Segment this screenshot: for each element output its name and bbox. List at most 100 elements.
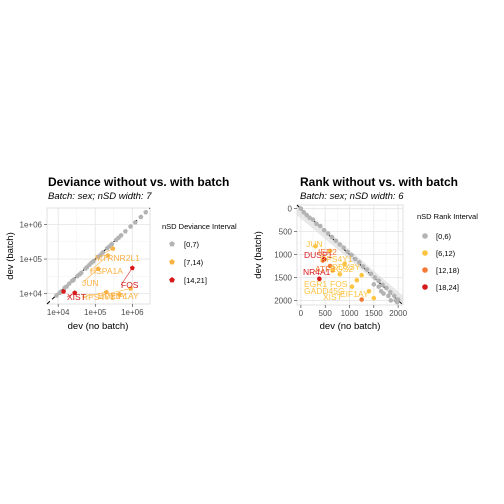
panel-deviance: Deviance without vs. with batch Batch: s… xyxy=(5,175,237,332)
data-point xyxy=(103,289,109,295)
legend-label: [7,14) xyxy=(184,258,204,267)
data-point xyxy=(391,293,397,299)
data-point xyxy=(61,288,67,294)
label-segment xyxy=(89,255,109,272)
y-axis-label: dev (batch) xyxy=(5,232,16,280)
data-point xyxy=(356,260,362,265)
axis-ticks: 1e+04 1e+05 1e+06 1e+04 1e+05 1e+06 xyxy=(20,220,145,317)
data-point xyxy=(310,217,316,222)
chart-subtitle: Batch: sex; nSD width: 7 xyxy=(48,191,152,202)
x-axis-label: dev (no batch) xyxy=(68,321,129,332)
data-point xyxy=(345,249,350,255)
data-point xyxy=(138,214,144,220)
data-point xyxy=(321,256,327,262)
data-point xyxy=(366,288,372,294)
data-point xyxy=(393,298,399,303)
point-label: FOS xyxy=(330,279,348,289)
x-axis-label: dev (no batch) xyxy=(320,321,381,332)
y-tick-label: 2000 xyxy=(274,296,292,305)
legend-title: nSD Deviance Interval xyxy=(162,222,237,231)
point-label: EIF1AY xyxy=(110,291,139,301)
legend-key xyxy=(169,241,175,247)
label-segment xyxy=(120,267,133,286)
data-point xyxy=(64,283,70,289)
data-point xyxy=(364,267,370,272)
data-point xyxy=(132,219,138,225)
chart-title: Deviance without vs. with batch xyxy=(48,175,229,189)
legend-label: [6,12) xyxy=(436,249,456,258)
point-label: XIST xyxy=(323,292,342,302)
point-label: ATF3 xyxy=(315,264,335,274)
data-point xyxy=(301,210,307,215)
point-label: DDX3Y xyxy=(98,291,127,301)
data-point xyxy=(128,223,134,229)
data-point xyxy=(325,231,331,236)
point-label: EIF1AY xyxy=(340,289,369,299)
data-point xyxy=(360,264,366,269)
data-point xyxy=(57,290,63,295)
point-label: GADD45G xyxy=(304,286,345,296)
x-tick-label: 1e+04 xyxy=(47,308,70,317)
y-axis-label: dev (batch) xyxy=(253,231,264,279)
data-point xyxy=(376,284,381,289)
label-segment xyxy=(97,288,131,297)
data-point xyxy=(89,259,95,265)
legend-key xyxy=(422,233,428,239)
data-point xyxy=(337,242,343,247)
data-point xyxy=(318,223,323,229)
data-point xyxy=(317,276,322,282)
data-point xyxy=(98,252,104,257)
legend: nSD Rank Interval [0,6) [6,12) [12,18) [18,… xyxy=(417,212,478,292)
chart-title: Rank without vs. with batch xyxy=(300,175,458,189)
data-point xyxy=(69,278,75,283)
point-label: RPS4Y1 xyxy=(320,254,353,264)
x-tick-label: 1000 xyxy=(341,309,359,318)
point-label: DDX3Y xyxy=(332,262,361,272)
panel-rank: Rank without vs. with batch Batch: sex; … xyxy=(253,175,478,332)
legend-label: [0,7) xyxy=(184,240,200,249)
data-point xyxy=(106,243,112,249)
point-label: IER2 xyxy=(318,247,337,257)
point-label: HSPA1A xyxy=(90,266,123,276)
data-point xyxy=(353,256,358,262)
y-tick-label: 1500 xyxy=(274,273,292,282)
data-point xyxy=(337,271,343,277)
legend: nSD Deviance Interval [0,7) [7,14) [14,21] xyxy=(162,222,237,285)
data-point xyxy=(333,238,339,244)
data-point xyxy=(376,278,381,283)
data-point xyxy=(384,285,389,291)
data-point xyxy=(116,291,122,297)
legend-label: [0,6) xyxy=(436,232,452,241)
y-tick-label: 1e+06 xyxy=(20,220,43,229)
data-point xyxy=(143,209,149,215)
data-point xyxy=(372,275,378,280)
data-point xyxy=(330,268,335,273)
chart-subtitle: Batch: sex; nSD width: 6 xyxy=(300,191,404,202)
x-tick-label: 1e+06 xyxy=(121,308,144,317)
data-point xyxy=(371,282,377,287)
y-tick-label: 0 xyxy=(288,205,293,214)
data-points xyxy=(53,209,149,298)
data-point xyxy=(298,206,304,211)
x-tick-label: 1500 xyxy=(365,309,383,318)
point-label: DUSP1 xyxy=(304,250,333,260)
data-point xyxy=(329,234,335,240)
data-point xyxy=(313,243,318,249)
point-label: FOS xyxy=(121,280,139,290)
legend-title: nSD Rank Interval xyxy=(417,212,478,221)
point-label: JUN xyxy=(82,278,99,288)
data-point xyxy=(388,298,394,303)
point-label: EGR1 xyxy=(304,279,327,289)
point-label: NR4A1 xyxy=(303,267,331,277)
data-point xyxy=(307,215,312,221)
data-point xyxy=(386,293,391,299)
y-tick-label: 1e+05 xyxy=(20,255,43,264)
data-point xyxy=(368,271,374,277)
data-point xyxy=(388,289,393,295)
legend-key xyxy=(422,267,428,273)
label-segment xyxy=(81,291,107,298)
data-point xyxy=(349,252,354,258)
data-point xyxy=(72,290,78,295)
x-tick-label: 500 xyxy=(319,309,333,318)
data-point xyxy=(95,266,101,271)
